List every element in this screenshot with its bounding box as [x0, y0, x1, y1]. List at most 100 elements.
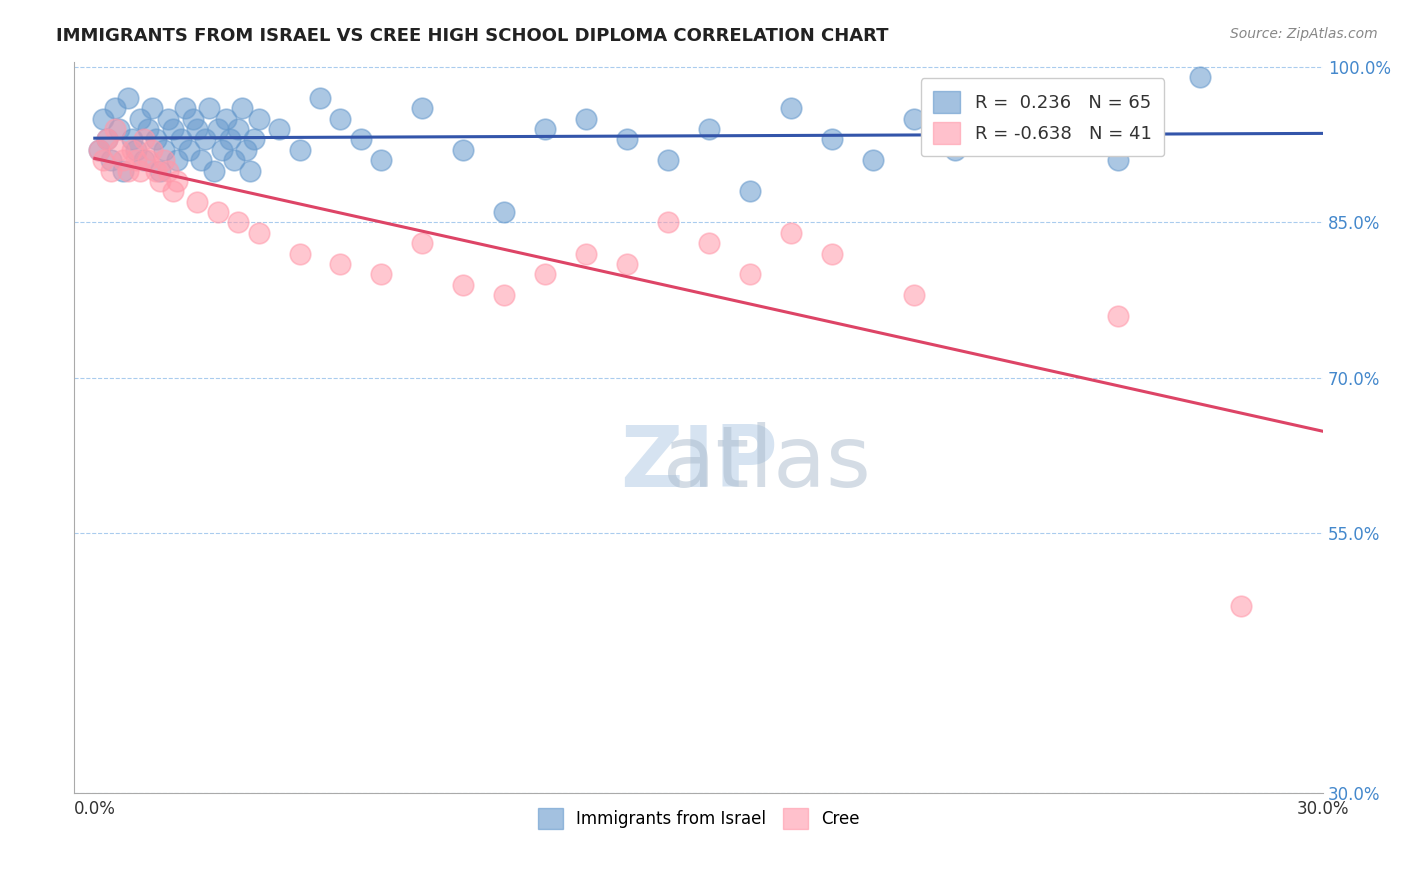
Cree: [657, 215, 679, 229]
Immigrants from Israel: [657, 153, 679, 168]
Immigrants from Israel: [132, 153, 155, 168]
Immigrants from Israel: [329, 112, 352, 126]
Immigrants from Israel: [128, 112, 150, 126]
Immigrants from Israel: [194, 132, 217, 146]
Text: atlas: atlas: [526, 422, 872, 505]
Immigrants from Israel: [1066, 132, 1088, 146]
Immigrants from Israel: [943, 143, 966, 157]
Cree: [117, 163, 139, 178]
Immigrants from Israel: [198, 102, 221, 116]
Cree: [100, 163, 122, 178]
Cree: [370, 267, 392, 281]
Cree: [186, 194, 208, 209]
Immigrants from Israel: [243, 132, 266, 146]
Immigrants from Israel: [181, 112, 204, 126]
Immigrants from Israel: [100, 153, 122, 168]
Immigrants from Israel: [153, 143, 176, 157]
Cree: [108, 143, 131, 157]
Immigrants from Israel: [149, 163, 172, 178]
Cree: [166, 174, 188, 188]
Immigrants from Israel: [117, 91, 139, 105]
Cree: [534, 267, 557, 281]
Immigrants from Israel: [125, 143, 148, 157]
Immigrants from Israel: [534, 122, 557, 136]
Immigrants from Israel: [350, 132, 373, 146]
Cree: [903, 288, 925, 302]
Immigrants from Israel: [984, 122, 1007, 136]
Immigrants from Israel: [231, 102, 253, 116]
Immigrants from Israel: [226, 122, 249, 136]
Immigrants from Israel: [1025, 102, 1047, 116]
Text: Source: ZipAtlas.com: Source: ZipAtlas.com: [1230, 27, 1378, 41]
Cree: [128, 163, 150, 178]
Cree: [616, 257, 638, 271]
Immigrants from Israel: [219, 132, 242, 146]
Cree: [121, 143, 143, 157]
Cree: [1107, 309, 1129, 323]
Immigrants from Israel: [235, 143, 257, 157]
Immigrants from Israel: [202, 163, 225, 178]
Immigrants from Israel: [211, 143, 233, 157]
Immigrants from Israel: [697, 122, 720, 136]
Immigrants from Israel: [1107, 153, 1129, 168]
Immigrants from Israel: [370, 153, 392, 168]
Cree: [91, 153, 114, 168]
Immigrants from Israel: [862, 153, 884, 168]
Immigrants from Israel: [453, 143, 475, 157]
Immigrants from Israel: [157, 112, 180, 126]
Immigrants from Israel: [166, 153, 188, 168]
Cree: [411, 236, 433, 251]
Immigrants from Israel: [162, 122, 184, 136]
Cree: [1230, 599, 1253, 613]
Cree: [136, 153, 159, 168]
Immigrants from Israel: [738, 184, 761, 198]
Immigrants from Israel: [121, 132, 143, 146]
Immigrants from Israel: [96, 132, 118, 146]
Immigrants from Israel: [108, 122, 131, 136]
Cree: [697, 236, 720, 251]
Cree: [96, 132, 118, 146]
Cree: [738, 267, 761, 281]
Immigrants from Israel: [215, 112, 238, 126]
Immigrants from Israel: [173, 102, 195, 116]
Cree: [157, 163, 180, 178]
Immigrants from Israel: [247, 112, 270, 126]
Legend: Immigrants from Israel, Cree: Immigrants from Israel, Cree: [531, 802, 866, 836]
Cree: [141, 143, 163, 157]
Immigrants from Israel: [190, 153, 212, 168]
Immigrants from Israel: [779, 102, 801, 116]
Immigrants from Israel: [494, 205, 516, 219]
Immigrants from Israel: [91, 112, 114, 126]
Immigrants from Israel: [136, 122, 159, 136]
Immigrants from Israel: [177, 143, 200, 157]
Cree: [112, 153, 135, 168]
Immigrants from Israel: [222, 153, 245, 168]
Cree: [821, 246, 844, 260]
Immigrants from Israel: [186, 122, 208, 136]
Immigrants from Israel: [575, 112, 598, 126]
Cree: [153, 153, 176, 168]
Immigrants from Israel: [903, 112, 925, 126]
Immigrants from Israel: [309, 91, 332, 105]
Cree: [288, 246, 311, 260]
Immigrants from Israel: [104, 102, 127, 116]
Cree: [104, 122, 127, 136]
Immigrants from Israel: [821, 132, 844, 146]
Cree: [162, 184, 184, 198]
Immigrants from Israel: [239, 163, 262, 178]
Cree: [453, 277, 475, 292]
Cree: [149, 174, 172, 188]
Cree: [125, 153, 148, 168]
Cree: [494, 288, 516, 302]
Cree: [145, 163, 167, 178]
Immigrants from Israel: [112, 163, 135, 178]
Text: IMMIGRANTS FROM ISRAEL VS CREE HIGH SCHOOL DIPLOMA CORRELATION CHART: IMMIGRANTS FROM ISRAEL VS CREE HIGH SCHO…: [56, 27, 889, 45]
Immigrants from Israel: [207, 122, 229, 136]
Immigrants from Israel: [616, 132, 638, 146]
Cree: [247, 226, 270, 240]
Cree: [87, 143, 110, 157]
Immigrants from Israel: [141, 102, 163, 116]
Cree: [226, 215, 249, 229]
Cree: [779, 226, 801, 240]
Immigrants from Israel: [145, 132, 167, 146]
